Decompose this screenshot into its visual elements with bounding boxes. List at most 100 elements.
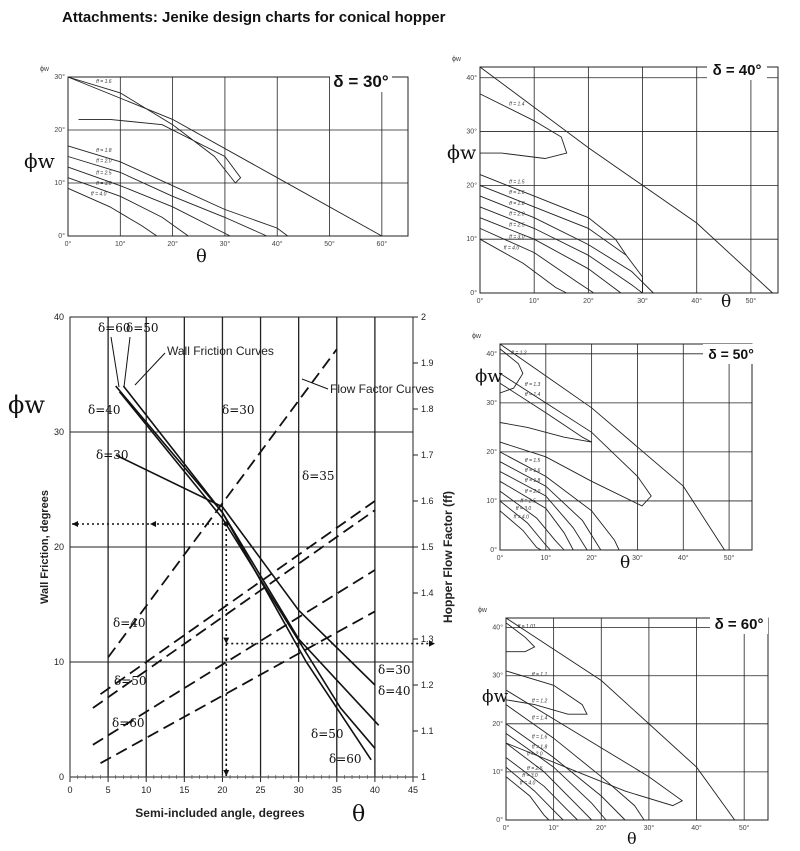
flow-factor-label: ff = 1.2	[511, 350, 527, 356]
arrow-head	[429, 640, 435, 647]
flow-factor-curve	[499, 382, 592, 443]
y-tick-label: 40	[54, 312, 64, 322]
y-axis-symbol: ϕw	[447, 142, 477, 164]
annotation-flow-factor: Flow Factor Curves	[330, 382, 434, 396]
flow-factor-label: ff = 4.0	[504, 245, 520, 251]
flow-factor-curve	[67, 166, 231, 237]
label-wf-delta-60: δ=60	[329, 752, 362, 766]
x-tick-label: 25	[256, 785, 266, 795]
delta-label-bg	[703, 344, 759, 364]
x-tick-label: 20°	[596, 824, 607, 832]
x-tick-label: 45	[408, 785, 418, 795]
flow-factor-label: ff = 1.8	[525, 478, 541, 484]
flow-factor-curve	[479, 93, 568, 159]
jenike-chart-delta-30: 0° 10° 20° 30° 40° 50° 60° 0° 10° 20° 30° ff = 1.6 f…	[24, 66, 409, 267]
y-tick-label: 20°	[492, 720, 503, 728]
flow-factor-label: ff = 2.5	[527, 766, 543, 772]
flow-factor-label: ff = 3.0	[522, 773, 538, 779]
label-pointer	[110, 336, 120, 388]
intersection-point	[223, 521, 229, 527]
flow-factor-curve	[505, 670, 588, 715]
y-axis-label: Wall Friction, degrees	[39, 490, 51, 604]
flow-factor-label: ff = 2.0	[527, 751, 543, 757]
delta-label-bg	[330, 68, 392, 92]
flow-factor-curve	[505, 704, 645, 821]
arrow-head	[72, 521, 78, 527]
x-tick-label: 15	[179, 785, 189, 795]
y-axis-small-symbol: ϕw	[40, 66, 50, 73]
combined-design-chart: 0 5 10 15 20 25 30 35 40 45 0 10 20 30 40 1 1.1 1.2 1.3 1.4…	[8, 312, 455, 827]
y-axis-small-symbol: ϕw	[452, 56, 462, 63]
y-tick-label: 40°	[466, 74, 477, 82]
flow-factor-curve	[499, 490, 565, 551]
flow-factor-label: ff = 1.1	[532, 672, 548, 678]
flow-factor-curve	[505, 757, 578, 821]
flow-factor-label: ff = 4.0	[91, 192, 107, 198]
delta-label-bg	[707, 58, 767, 80]
flow-factor-label: ff = 3.0	[96, 181, 112, 187]
flow-factor-curve	[100, 610, 376, 764]
y-tick-label: 0°	[490, 546, 497, 554]
arrow-head	[223, 770, 230, 776]
y-tick-label: 20°	[466, 181, 477, 189]
y2-tick-label: 1.5	[421, 542, 434, 552]
y-tick-label: 10°	[492, 768, 503, 776]
flow-factor-curve	[499, 451, 620, 551]
annotation-pointer	[301, 378, 329, 390]
flow-factor-curve	[505, 776, 550, 821]
x-axis-symbol: θ	[196, 246, 207, 267]
y-tick-label: 30°	[486, 399, 497, 407]
x-tick-label: 20	[217, 785, 227, 795]
flow-factor-label: ff = 1.6	[509, 190, 525, 196]
x-tick-label: 50°	[746, 297, 757, 305]
x-tick-label: 10°	[541, 554, 552, 562]
flow-factor-label: ff = 2.0	[509, 212, 525, 218]
y-axis-symbol: ϕw	[475, 366, 503, 387]
y-axis-small-symbol: ϕw	[472, 333, 482, 340]
y2-tick-label: 1.8	[421, 404, 434, 414]
y2-axis-label: Hopper Flow Factor (ff)	[441, 491, 455, 623]
x-tick-label: 40	[370, 785, 380, 795]
label-ff-delta-40: δ=40	[113, 616, 146, 630]
x-tick-label: 20°	[586, 554, 597, 562]
y2-tick-label: 1.3	[421, 634, 434, 644]
flow-factor-curve	[505, 733, 607, 821]
x-tick-label: 50°	[739, 824, 750, 832]
y-tick-label: 10°	[54, 179, 65, 187]
flow-factor-label: ff = 1.5	[525, 458, 541, 464]
flow-factor-label: ff = 1.8	[532, 744, 548, 750]
y2-tick-label: 2	[421, 312, 426, 322]
jenike-chart-delta-50: 0° 10° 20° 30° 40° 50° 0° 10° 20° 30° 40° ff = 1.2 f…	[472, 333, 759, 573]
flow-factor-label: ff = 1.3	[525, 382, 541, 388]
y-axis-symbol: ϕw	[24, 149, 55, 173]
wall-friction-curve	[118, 391, 376, 749]
jenike-chart-delta-40: 0° 10° 20° 30° 40° 50° 0° 10° 20° 30° 40° ff = 1.4 f…	[447, 56, 779, 312]
annotation-pointer	[134, 352, 166, 386]
label-delta-60-top: δ=60	[98, 321, 131, 335]
y2-tick-label: 1.9	[421, 358, 434, 368]
flow-factor-label: ff = 3.0	[516, 506, 532, 512]
y-axis-symbol: ϕw	[482, 687, 509, 707]
flow-factor-label: ff = 1.4	[525, 392, 541, 398]
x-tick-label: 0	[67, 785, 72, 795]
y-tick-label: 20	[54, 542, 64, 552]
flow-factor-label: ff = 1.6	[532, 735, 548, 741]
flow-factor-curve	[505, 742, 593, 821]
y-tick-label: 0°	[470, 289, 477, 297]
flow-factor-curve	[505, 622, 536, 653]
y2-tick-label: 1.1	[421, 726, 434, 736]
flow-factor-curve	[499, 343, 725, 551]
x-tick-label: 30	[294, 785, 304, 795]
label-ff-delta-50: δ=50	[114, 674, 147, 688]
x-tick-label: 30°	[220, 240, 231, 248]
x-tick-label: 35	[332, 785, 342, 795]
wall-friction-curve	[115, 454, 376, 686]
x-tick-label: 40°	[272, 240, 283, 248]
y-tick-label: 40°	[492, 624, 503, 632]
flow-factor-curve	[479, 227, 595, 294]
x-tick-label: 20°	[583, 297, 594, 305]
y-tick-label: 0°	[496, 816, 503, 824]
x-tick-label: 60°	[377, 240, 388, 248]
y-tick-label: 0	[59, 772, 64, 782]
annotation-wall-friction: Wall Friction Curves	[167, 344, 274, 358]
